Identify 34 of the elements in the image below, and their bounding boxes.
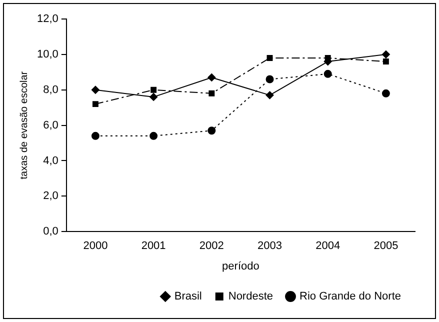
y-axis-title: taxas de evasão escolar — [18, 70, 30, 180]
y-tick-label: 2,0 — [43, 190, 58, 202]
point — [208, 90, 215, 96]
point — [150, 92, 158, 101]
x-tick-label: 2003 — [258, 240, 282, 252]
x-axis-title: período — [222, 260, 260, 272]
y-tick-label: 8,0 — [43, 84, 58, 96]
point — [150, 132, 158, 140]
point — [382, 58, 389, 64]
x-tick-label: 2000 — [83, 240, 108, 252]
point — [208, 73, 216, 82]
point — [266, 55, 273, 61]
point — [91, 86, 100, 94]
y-tick-label: 0,0 — [43, 226, 58, 238]
legend-label: Nordeste — [228, 290, 274, 303]
y-tick-label: 12,0 — [36, 13, 58, 26]
y-tick-label: 4,0 — [43, 154, 58, 167]
x-tick-label: 2005 — [374, 240, 398, 252]
point — [208, 126, 216, 135]
point — [266, 75, 274, 84]
point — [382, 89, 390, 98]
y-tick-label: 10,0 — [36, 48, 58, 60]
legend-label: Rio Grande do Norte — [300, 290, 401, 303]
point — [150, 86, 157, 93]
point — [92, 101, 98, 108]
point — [91, 132, 100, 140]
x-tick-label: 2004 — [316, 240, 340, 252]
legend-label: Brasil — [174, 290, 202, 303]
y-tick-label: 6,0 — [43, 119, 58, 132]
point — [324, 70, 332, 78]
point — [382, 50, 390, 58]
x-tick-label: 2001 — [141, 240, 166, 252]
point — [266, 91, 274, 100]
x-tick-label: 2002 — [199, 240, 224, 252]
